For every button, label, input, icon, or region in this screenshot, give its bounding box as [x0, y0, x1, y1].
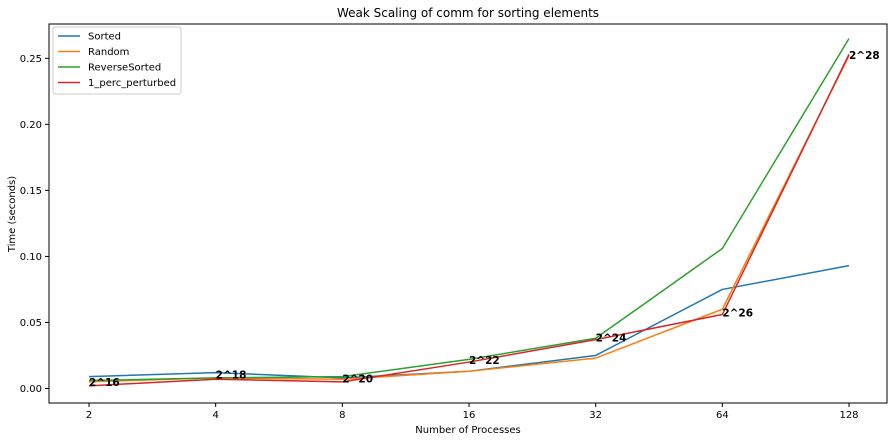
- y-tick-label: 0.15: [20, 186, 42, 197]
- x-tick-label: 128: [839, 410, 858, 421]
- chart-title: Weak Scaling of comm for sorting element…: [337, 6, 599, 20]
- y-tick-label: 0.20: [20, 120, 42, 131]
- y-axis-label: Time (seconds): [7, 176, 18, 253]
- x-tick-label: 16: [463, 410, 476, 421]
- x-tick-label: 8: [339, 410, 345, 421]
- y-tick-label: 0.05: [20, 318, 42, 329]
- plot-area: 2^16 2^18 2^20 2^22 2^24 2^26 2^28: [48, 23, 888, 404]
- legend-box: [52, 26, 182, 95]
- y-tick-label: 0.25: [20, 54, 42, 65]
- y-tick-label: 0.00: [20, 384, 42, 395]
- y-tick-label: 0.10: [20, 252, 42, 263]
- x-axis-label: Number of Processes: [415, 425, 520, 436]
- series-line-random: [88, 55, 850, 383]
- x-tick-label: 32: [589, 410, 602, 421]
- plot-frame: [48, 23, 888, 404]
- series-line-reversesorted: [88, 38, 850, 382]
- point-annotation: 2^22: [469, 355, 500, 367]
- point-annotation: 2^16: [89, 377, 120, 389]
- annotation-layer: 2^16 2^18 2^20 2^22 2^24 2^26 2^28: [89, 50, 880, 389]
- x-tick-label: 64: [716, 410, 729, 421]
- point-annotation: 2^24: [596, 333, 627, 345]
- point-annotation: 2^26: [722, 308, 753, 320]
- point-annotation: 2^18: [216, 370, 247, 382]
- x-tick-label: 4: [212, 410, 218, 421]
- y-axis: 0.00 0.05 0.10 0.15 0.20 0.25: [20, 54, 49, 395]
- legend: Sorted Random ReverseSorted 1_perc_perturbe…: [52, 26, 182, 95]
- series-layer: [88, 38, 850, 387]
- series-line-1-perc-perturbed: [88, 54, 850, 387]
- x-axis: 2 4 8 16 32 64 128: [86, 403, 859, 421]
- legend-label-random: Random: [88, 47, 129, 58]
- point-annotation: 2^20: [342, 374, 373, 386]
- point-annotation: 2^28: [849, 50, 880, 62]
- legend-label-reversesorted: ReverseSorted: [88, 63, 161, 74]
- legend-label-1-perc-perturbed: 1_perc_perturbed: [88, 78, 176, 89]
- legend-label-sorted: Sorted: [88, 32, 121, 43]
- x-tick-label: 2: [86, 410, 92, 421]
